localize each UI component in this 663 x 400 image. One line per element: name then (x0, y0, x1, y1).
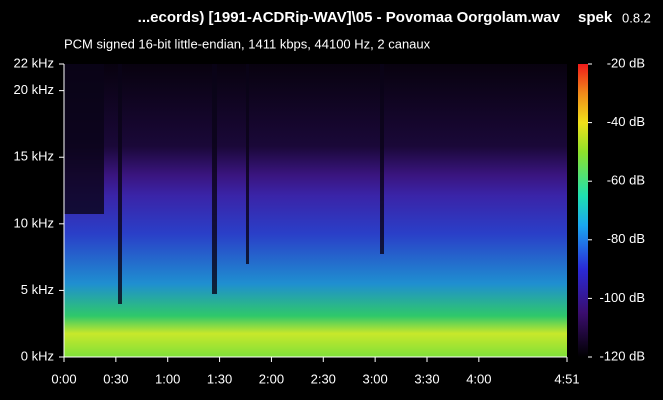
y-tick-label: 22 kHz (14, 55, 54, 70)
color-tick-label: -20 dB (607, 55, 645, 70)
subtitle: PCM signed 16-bit little-endian, 1411 kb… (64, 36, 431, 51)
file-title: ...ecords) [1991-ACDRip-WAV]\05 - Povoma… (138, 9, 561, 26)
color-tick-label: -60 dB (607, 173, 645, 188)
x-tick-label: 1:30 (207, 371, 232, 386)
y-tick-label: 5 kHz (21, 282, 54, 297)
y-tick-label: 20 kHz (14, 82, 54, 97)
x-tick-label: 0:00 (51, 371, 76, 386)
app-version: 0.8.2 (622, 10, 651, 25)
color-tick-label: -120 dB (599, 348, 645, 363)
x-tick-label: 4:00 (466, 371, 491, 386)
x-tick-label: 3:30 (414, 371, 439, 386)
spectrogram (64, 64, 567, 357)
y-tick-label: 10 kHz (14, 215, 54, 230)
x-tick-label: 4:51 (554, 371, 579, 386)
y-tick-label: 0 kHz (21, 348, 54, 363)
x-tick-label: 0:30 (103, 371, 128, 386)
color-tick-label: -80 dB (607, 231, 645, 246)
spectrogram-gaps (64, 64, 384, 304)
x-tick-label: 2:30 (311, 371, 336, 386)
color-tick-label: -100 dB (599, 290, 645, 305)
color-bar (578, 64, 588, 357)
x-tick-label: 3:00 (362, 371, 387, 386)
color-tick-label: -40 dB (607, 114, 645, 129)
app-name: spek (578, 9, 613, 26)
x-tick-label: 2:00 (259, 371, 284, 386)
x-tick-label: 1:00 (155, 371, 180, 386)
y-tick-label: 15 kHz (14, 149, 54, 164)
